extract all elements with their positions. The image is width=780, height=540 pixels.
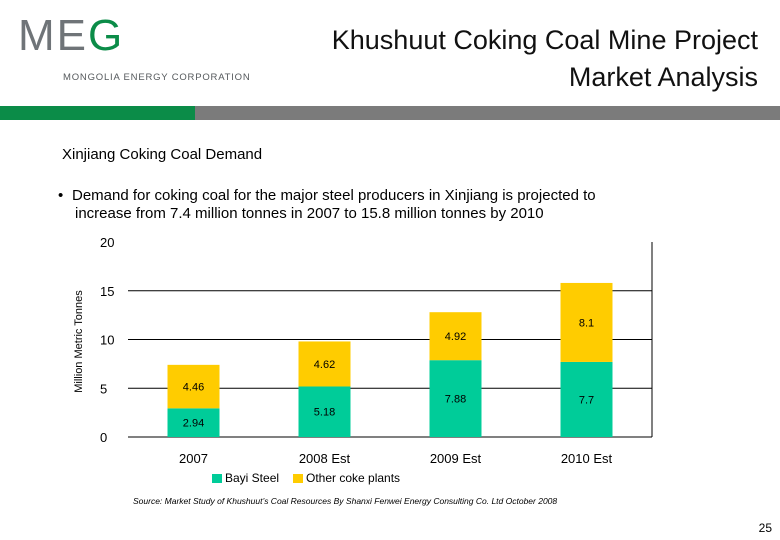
data-label: 8.1 xyxy=(579,317,594,329)
legend-label: Bayi Steel xyxy=(225,471,279,485)
bar-other-coke-plants xyxy=(560,282,613,362)
y-tick-label: 10 xyxy=(100,333,114,348)
data-label: 7.7 xyxy=(579,394,594,406)
x-tick-label: 2010 Est xyxy=(561,451,613,466)
bullet-dot: • xyxy=(58,187,64,204)
y-tick-label: 15 xyxy=(100,284,114,299)
data-label: 2.94 xyxy=(183,418,204,430)
y-axis-label: Million Metric Tonnes xyxy=(73,290,85,393)
bullet-line-2: increase from 7.4 million tonnes in 2007… xyxy=(75,205,544,222)
x-tick-label: 2008 Est xyxy=(299,451,351,466)
bar-other-coke-plants xyxy=(429,312,482,361)
y-tick-label: 20 xyxy=(100,235,114,250)
bullet-line-1: Demand for coking coal for the major ste… xyxy=(72,187,596,204)
bullet-text: • Demand for coking coal for the major st… xyxy=(58,187,758,223)
data-label: 5.18 xyxy=(314,407,335,419)
section-subtitle: Xinjiang Coking Coal Demand xyxy=(62,146,263,163)
title-line-2: Market Analysis xyxy=(568,62,758,92)
legend-label: Other coke plants xyxy=(306,471,400,485)
data-label: 7.88 xyxy=(445,394,466,406)
x-tick-label: 2009 Est xyxy=(430,451,482,466)
bar-bayi-steel xyxy=(167,408,220,437)
logo-subtitle: MONGOLIA ENERGY CORPORATION xyxy=(63,72,251,83)
logo-text: MEG xyxy=(18,11,125,60)
header-band-gray xyxy=(195,106,780,120)
data-label: 4.46 xyxy=(183,382,204,394)
title-line-1: Khushuut Coking Coal Mine Project xyxy=(331,25,758,55)
page-number: 25 xyxy=(758,521,772,535)
company-logo: MEG MONGOLIA ENERGY CORPORATION xyxy=(18,14,250,84)
bar-bayi-steel xyxy=(560,361,613,437)
data-label: 4.62 xyxy=(314,359,335,371)
bar-other-coke-plants xyxy=(167,364,220,409)
data-label: 4.92 xyxy=(445,331,466,343)
y-tick-label: 5 xyxy=(100,381,107,396)
source-note: Source: Market Study of Khushuut’s Coal … xyxy=(133,496,558,506)
page-title: Khushuut Coking Coal Mine Project Market… xyxy=(332,22,758,96)
legend-swatch xyxy=(293,474,303,483)
y-tick-label: 0 xyxy=(100,430,107,445)
header-band-green xyxy=(0,106,195,120)
bar-bayi-steel xyxy=(298,386,351,437)
legend-swatch xyxy=(212,474,222,483)
bar-bayi-steel xyxy=(429,360,482,437)
x-tick-label: 2007 xyxy=(179,451,208,466)
bar-other-coke-plants xyxy=(298,341,351,387)
logo-mark: MEG xyxy=(18,14,124,58)
